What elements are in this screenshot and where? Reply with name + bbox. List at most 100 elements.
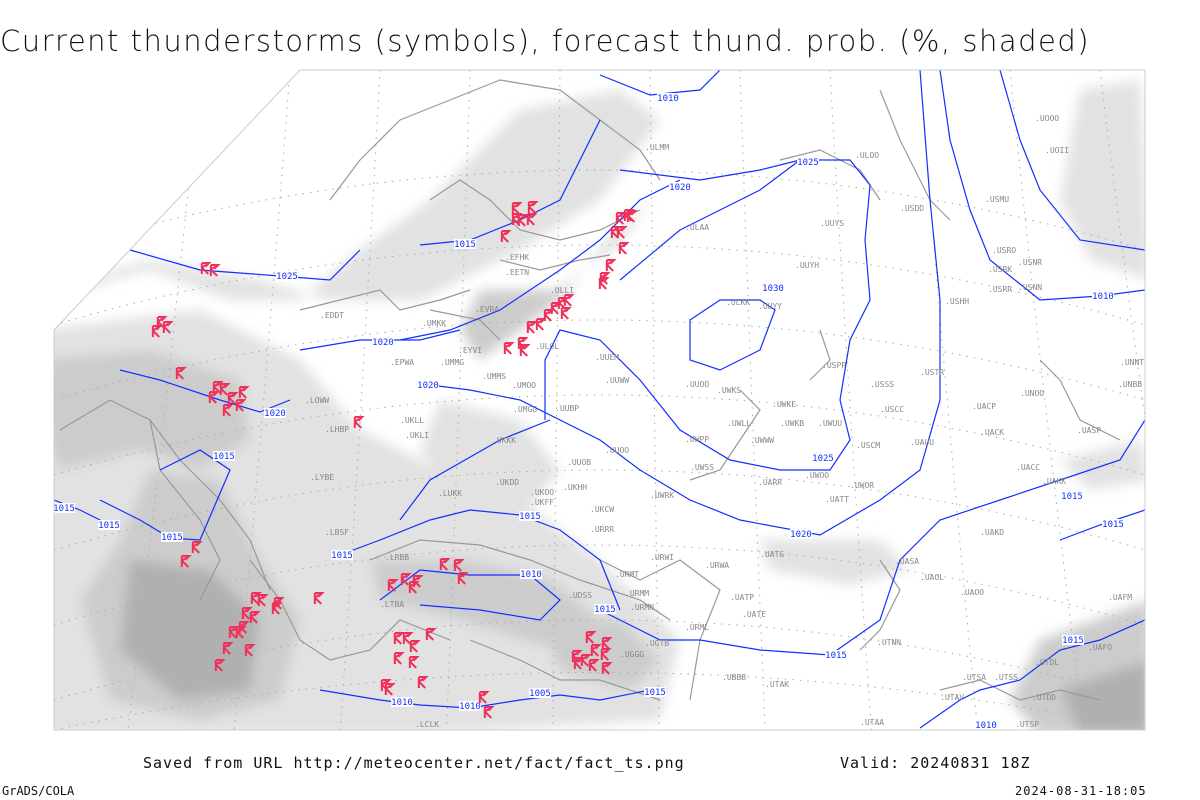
station-label: .USCM <box>856 441 880 450</box>
station-label: .UACP <box>972 402 996 411</box>
station-label: .USNR <box>1018 258 1042 267</box>
meridian-line <box>829 70 872 730</box>
isobar-label-bg <box>529 688 551 698</box>
probability-area <box>460 200 650 360</box>
station-label: .ULOL <box>535 342 559 351</box>
parallel-line <box>54 619 1145 701</box>
meridian-line <box>1190 70 1200 730</box>
station-label: .USCC <box>880 405 904 414</box>
isobar-label-bg <box>98 520 120 530</box>
isobar-label: 1015 <box>1102 520 1124 530</box>
parallel-line <box>54 469 1145 551</box>
station-label: .EFHK <box>505 253 529 262</box>
station-label: .USRR <box>988 285 1012 294</box>
station-label: .UWKS <box>717 386 741 395</box>
station-label: .ULAA <box>685 223 709 232</box>
isobar-line <box>399 419 551 521</box>
station-label: .UTAV <box>940 693 964 702</box>
isobar-label-bg <box>1061 491 1083 501</box>
parallel-line <box>54 244 1145 326</box>
station-label: .UAFO <box>1088 643 1112 652</box>
isobar-label: 1010 <box>657 94 679 104</box>
isobar-label: 1020 <box>264 409 286 419</box>
isobar-label-bg <box>459 701 481 711</box>
coastline <box>469 639 661 701</box>
station-label: .USMU <box>985 195 1009 204</box>
isobar-label: 1015 <box>644 688 666 698</box>
isobar-label: 1030 <box>762 284 784 294</box>
isobar-label-bg <box>657 93 679 103</box>
station-label: .UKOO <box>530 488 554 497</box>
station-label: .UUOO <box>685 380 709 389</box>
station-label: .UKHH <box>563 483 587 492</box>
station-label: .EPWA <box>390 358 414 367</box>
parallel-line <box>54 394 1145 476</box>
station-label: .UTAK <box>765 680 789 689</box>
isobar-label: 1015 <box>594 605 616 615</box>
isobar-label: 1025 <box>797 158 819 168</box>
station-label: .UKFF <box>530 498 554 507</box>
station-label: .UAOO <box>960 588 984 597</box>
probability-area <box>760 540 910 585</box>
station-label: .UATP <box>730 593 754 602</box>
meridian-line <box>552 70 561 730</box>
isobar-label: 1020 <box>417 381 439 391</box>
map-title: Current thunderstorms (symbols), forecas… <box>0 24 1091 58</box>
isobar-line <box>339 509 621 611</box>
isobar-line <box>399 179 681 341</box>
isobar-label-bg <box>669 182 691 192</box>
station-label: .USRO <box>992 246 1016 255</box>
station-label: .UDSS <box>568 591 592 600</box>
isobar-label-bg <box>213 451 235 461</box>
coastline <box>499 254 611 271</box>
station-label: .UOII <box>1045 146 1069 155</box>
station-label: .UGGG <box>620 650 644 659</box>
meridian-line <box>649 70 660 730</box>
isobar-label-bg <box>372 337 394 347</box>
isobar-label-bg <box>520 569 542 579</box>
coastline <box>599 559 721 701</box>
station-label: .UMMS <box>482 372 506 381</box>
station-label: .UWRK <box>650 491 674 500</box>
station-label: .UNBB <box>1118 380 1142 389</box>
coastline <box>1039 359 1121 441</box>
station-label: .UUWW <box>605 376 629 385</box>
isobar-line <box>379 569 561 621</box>
station-label: .ULOO <box>855 151 879 160</box>
station-label: .UNNT <box>1120 358 1144 367</box>
isobar-line <box>619 159 801 281</box>
isobars <box>54 70 1145 729</box>
station-label: .LYBE <box>310 473 334 482</box>
station-label: .LTBA <box>380 600 404 609</box>
station-label: .UKKK <box>492 436 516 445</box>
isobar-label: 1020 <box>790 530 812 540</box>
station-label: .URWI <box>650 553 674 562</box>
isobar-label: 1025 <box>812 454 834 464</box>
station-label: .USTR <box>920 368 944 377</box>
station-label: .UASP <box>1077 426 1101 435</box>
station-label: .USRK <box>988 265 1012 274</box>
isobar-label: 1010 <box>459 702 481 712</box>
station-label: .URMT <box>615 570 639 579</box>
meridian-line <box>127 70 201 730</box>
station-label: .URMN <box>630 603 654 612</box>
station-label: .UMGG <box>513 405 537 414</box>
isobar-label-bg <box>644 687 666 697</box>
station-label: .UAUU <box>910 438 934 447</box>
station-label: .UUYY <box>758 302 782 311</box>
probability-area <box>1060 660 1145 730</box>
source-url: Saved from URL http://meteocenter.net/fa… <box>143 754 685 772</box>
station-label: .EDDT <box>320 311 344 320</box>
station-label: .UKCW <box>590 505 614 514</box>
station-label: .USHH <box>945 297 969 306</box>
map-frame <box>53 69 1146 731</box>
isobar-line <box>429 70 941 536</box>
isobar-line <box>919 619 1145 729</box>
station-label: .UWPP <box>685 435 709 444</box>
station-label: .UTSS <box>994 673 1018 682</box>
isobar-label-bg <box>797 157 819 167</box>
station-label: .UKDD <box>495 478 519 487</box>
isobar-line <box>999 70 1145 251</box>
isobar-label-bg <box>1092 291 1114 301</box>
